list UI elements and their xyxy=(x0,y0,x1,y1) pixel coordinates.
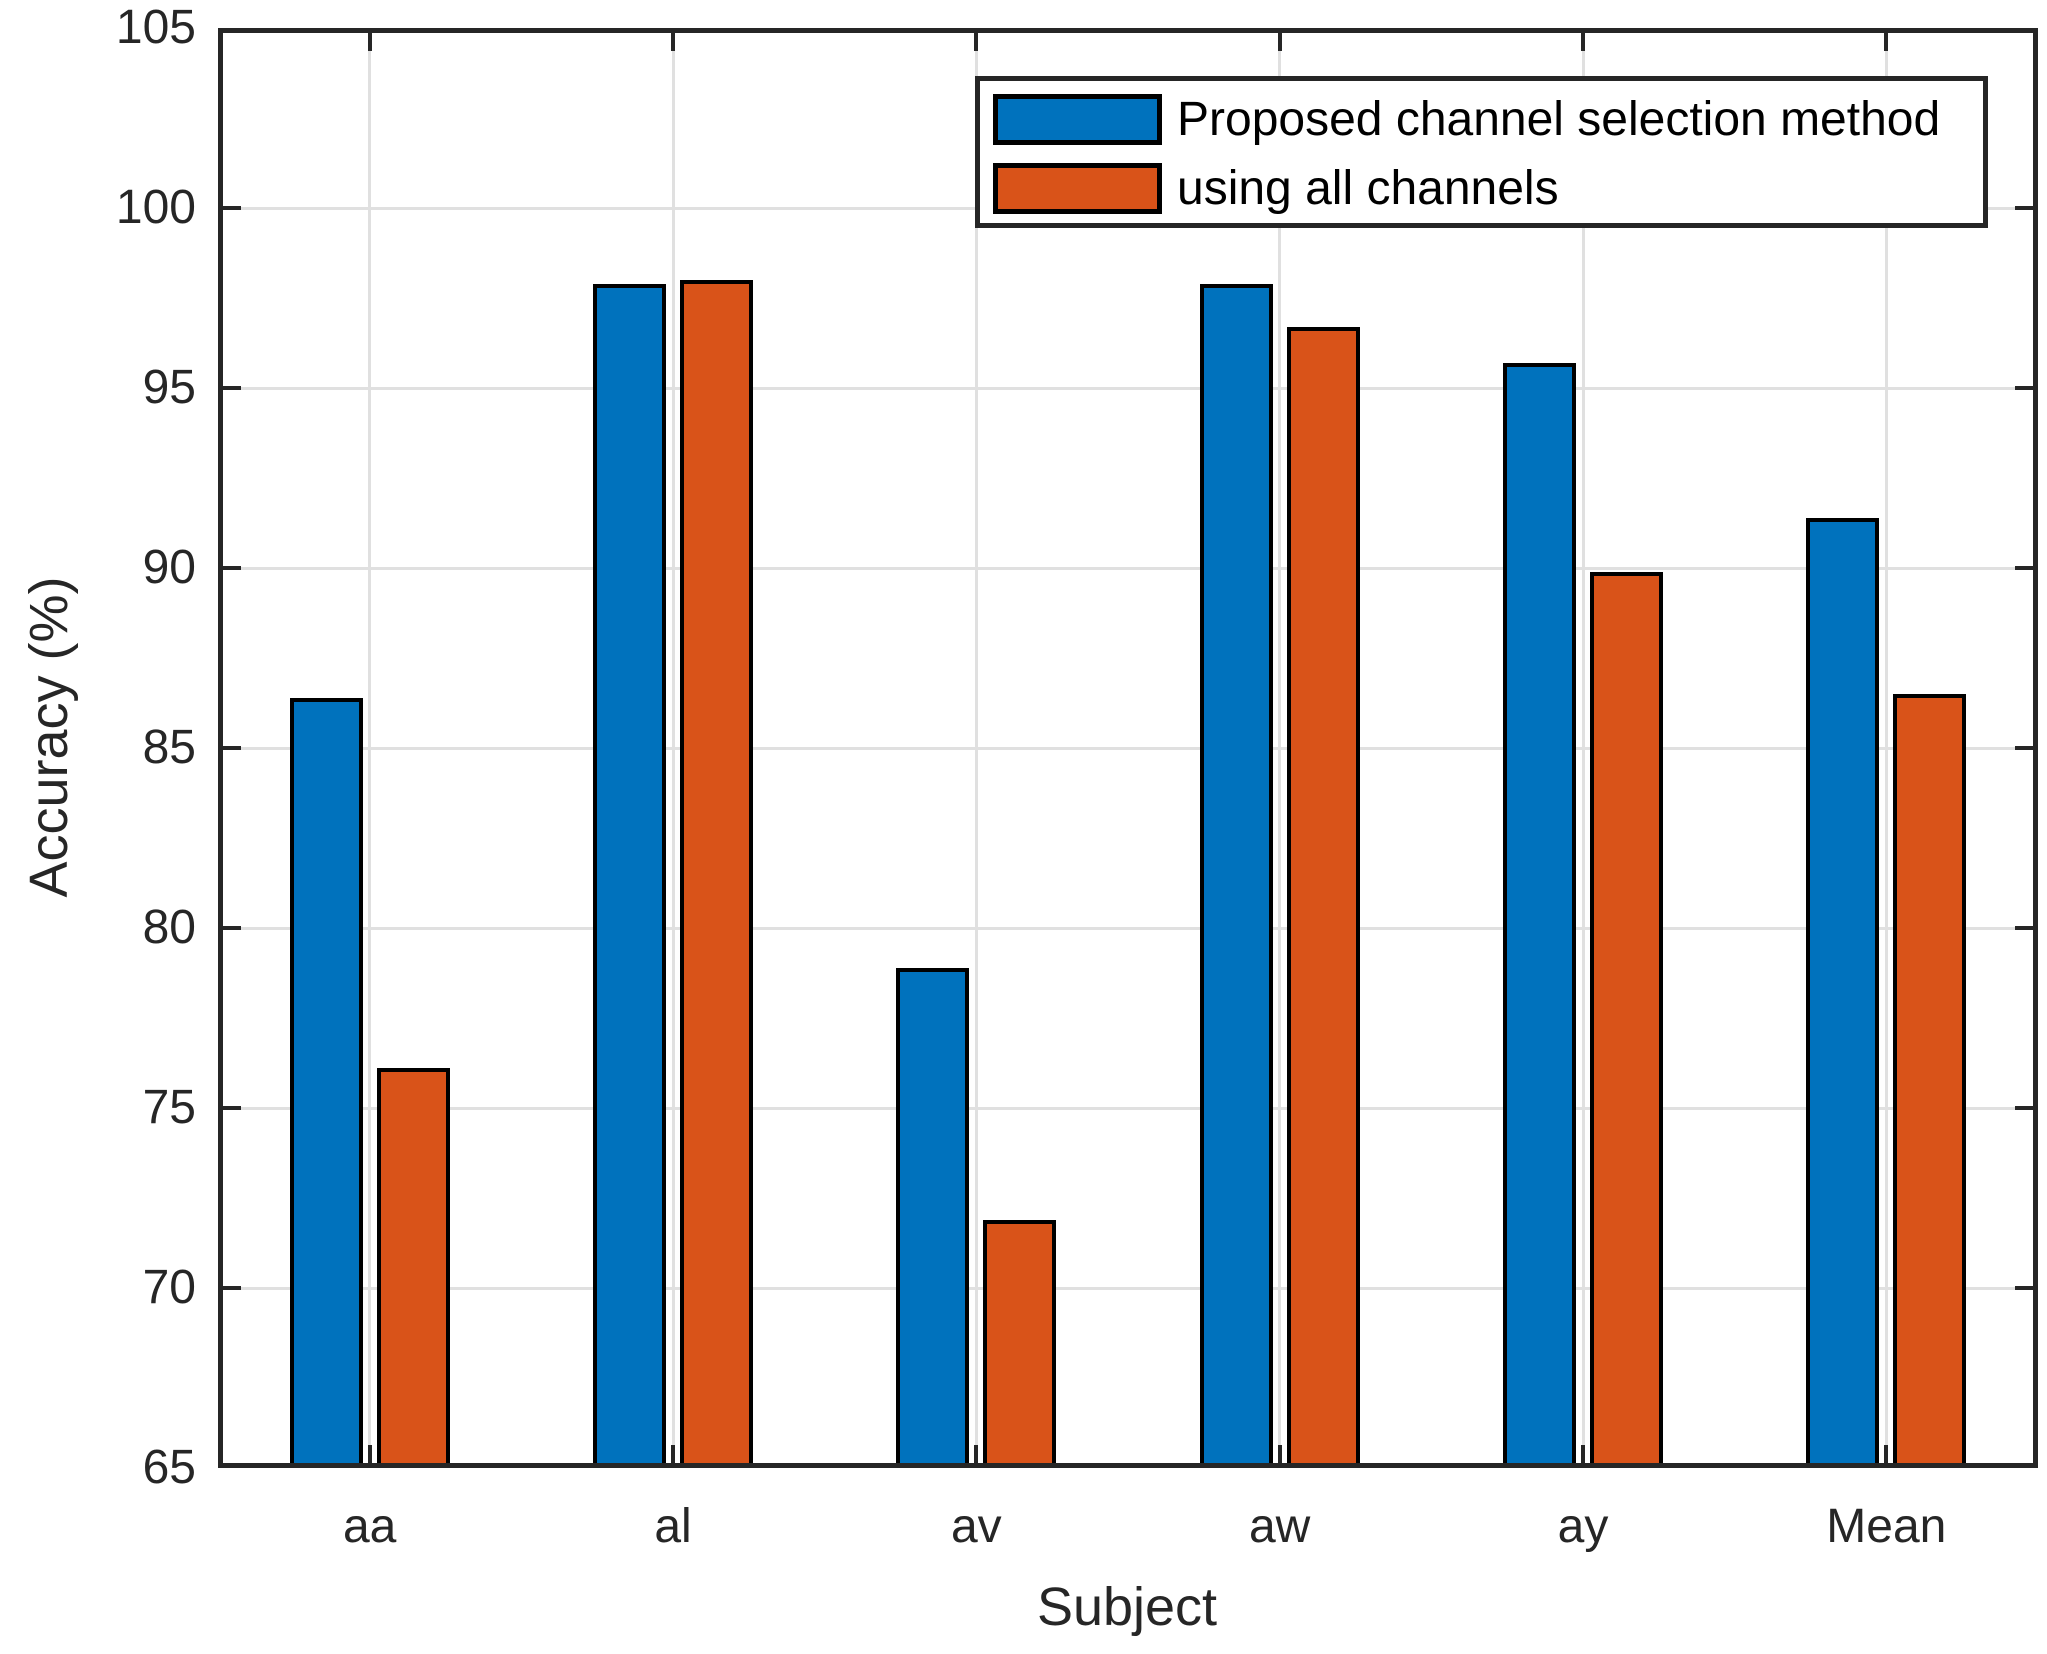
bar-aw-all-channels xyxy=(1286,326,1360,1468)
y-tick-label-105: 105 xyxy=(115,1,196,54)
y-tick-label-75: 75 xyxy=(142,1081,196,1134)
legend-entry-proposed: Proposed channel selection method xyxy=(980,94,1983,150)
y-tick-right-85 xyxy=(2015,746,2033,750)
gridline-x-Mean xyxy=(1884,33,1888,1463)
y-tick-left-85 xyxy=(223,746,241,750)
y-tick-right-75 xyxy=(2015,1106,2033,1110)
y-tick-right-70 xyxy=(2015,1286,2033,1290)
y-tick-label-90: 90 xyxy=(142,541,196,594)
bar-av-all-channels xyxy=(983,1219,1057,1468)
x-tick-bottom-ay xyxy=(1581,1445,1585,1463)
x-tick-bottom-Mean xyxy=(1884,1445,1889,1463)
x-tick-label-av: av xyxy=(950,1500,1002,1553)
y-tick-left-90 xyxy=(223,566,241,570)
x-tick-label-ay: ay xyxy=(1557,1500,1609,1553)
x-tick-label-aa: aa xyxy=(342,1500,397,1553)
bar-Mean-proposed xyxy=(1806,517,1880,1468)
y-tick-left-80 xyxy=(223,926,241,930)
y-tick-right-80 xyxy=(2015,926,2033,930)
y-tick-right-90 xyxy=(2015,566,2033,570)
gridline-x-aa xyxy=(368,33,372,1463)
y-tick-right-100 xyxy=(2015,206,2033,210)
legend-label-all-channels: using all channels xyxy=(1177,162,1559,215)
x-axis-label: Subject xyxy=(1036,1577,1218,1637)
bar-aw-proposed xyxy=(1199,283,1273,1468)
gridline-y-75 xyxy=(223,1107,2033,1110)
bar-aa-all-channels xyxy=(376,1068,450,1468)
bar-al-all-channels xyxy=(680,280,753,1468)
gridline-y-80 xyxy=(223,927,2033,930)
plot-area xyxy=(218,28,2038,1468)
x-tick-bottom-av xyxy=(974,1445,979,1463)
y-tick-label-65: 65 xyxy=(142,1441,196,1494)
x-tick-top-al xyxy=(671,33,675,51)
gridline-y-70 xyxy=(223,1287,2033,1290)
x-tick-bottom-aa xyxy=(367,1445,372,1463)
gridline-x-ay xyxy=(1581,33,1585,1463)
y-tick-label-70: 70 xyxy=(142,1261,196,1314)
bar-aa-proposed xyxy=(289,697,363,1468)
legend-swatch-all-channels xyxy=(993,163,1162,214)
x-tick-label-aw: aw xyxy=(1248,1500,1311,1553)
y-tick-left-75 xyxy=(223,1106,241,1110)
bar-Mean-all-channels xyxy=(1893,694,1967,1468)
x-tick-top-aw xyxy=(1277,33,1282,51)
legend-swatch-proposed xyxy=(993,94,1162,145)
y-tick-label-85: 85 xyxy=(142,721,196,774)
legend-label-proposed: Proposed channel selection method xyxy=(1177,93,1941,146)
x-tick-top-Mean xyxy=(1884,33,1889,51)
x-tick-top-av xyxy=(974,33,979,51)
y-tick-left-100 xyxy=(223,206,241,210)
gridline-x-al xyxy=(671,33,675,1463)
bar-ay-all-channels xyxy=(1590,571,1663,1468)
y-tick-left-70 xyxy=(223,1286,241,1290)
y-tick-left-95 xyxy=(223,386,241,390)
y-tick-label-95: 95 xyxy=(142,361,196,414)
x-tick-bottom-al xyxy=(671,1445,675,1463)
bar-ay-proposed xyxy=(1503,362,1576,1468)
y-tick-label-100: 100 xyxy=(115,181,196,234)
x-tick-top-aa xyxy=(367,33,372,51)
legend: Proposed channel selection method using … xyxy=(975,76,1988,228)
bar-av-proposed xyxy=(896,967,970,1468)
x-tick-top-ay xyxy=(1581,33,1585,51)
x-tick-label-Mean: Mean xyxy=(1826,1500,1947,1553)
gridline-y-90 xyxy=(223,567,2033,570)
y-tick-label-80: 80 xyxy=(142,901,196,954)
gridline-x-aw xyxy=(1278,33,1282,1463)
y-tick-right-95 xyxy=(2015,386,2033,390)
gridline-y-95 xyxy=(223,387,2033,390)
legend-entry-all-channels: using all channels xyxy=(980,163,1983,219)
gridline-x-av xyxy=(974,33,978,1463)
x-tick-bottom-aw xyxy=(1277,1445,1282,1463)
gridline-y-85 xyxy=(223,747,2033,750)
x-tick-label-al: al xyxy=(654,1500,692,1553)
